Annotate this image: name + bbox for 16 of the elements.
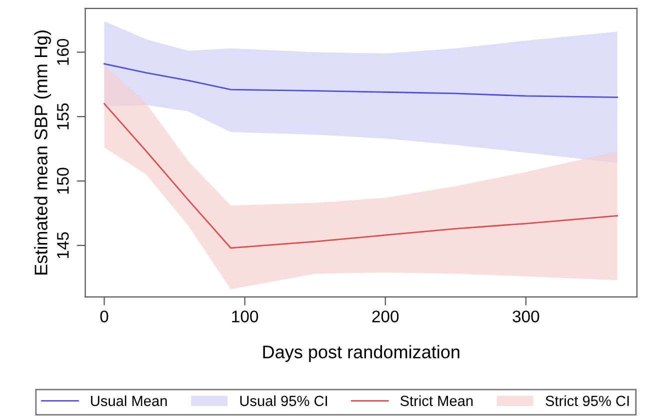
y-tick-label: 150 — [56, 168, 69, 194]
y-tick-label: 145 — [57, 232, 69, 258]
y-tick-label: 155 — [57, 103, 69, 130]
y-axis-title: Estimated mean SBP (mm Hg) — [34, 30, 51, 274]
line-series — [104, 103, 618, 249]
x-tick-label: 200 — [372, 310, 399, 322]
x-tick-label: 0 — [100, 310, 108, 322]
x-tick-label: 300 — [512, 310, 540, 322]
x-axis-title: Days post randomization — [263, 345, 460, 362]
x-tick-label: 100 — [232, 310, 258, 322]
legend-label: Usual Mean — [91, 395, 167, 406]
y-tick-label: 160 — [56, 38, 69, 65]
line-series — [104, 63, 618, 98]
text: Usual 95% CI — [240, 395, 327, 406]
legend-label: Strict Mean — [400, 395, 473, 406]
text: Strict 95% CI — [546, 395, 629, 406]
